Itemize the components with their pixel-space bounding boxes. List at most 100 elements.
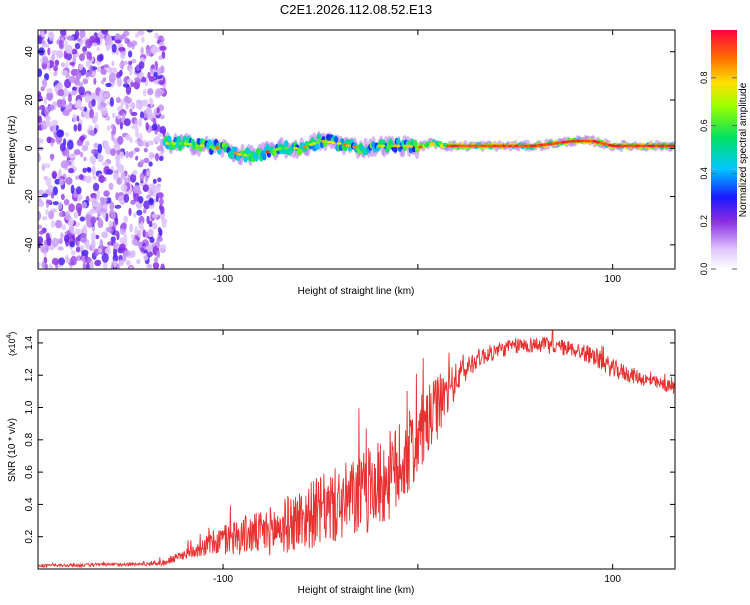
- ridge-blob: [196, 137, 202, 145]
- noise-blob: [146, 170, 151, 177]
- noise-blob: [140, 159, 145, 165]
- noise-blob: [101, 30, 109, 35]
- noise-blob: [109, 201, 115, 211]
- noise-blob: [146, 215, 150, 224]
- noise-blob: [133, 184, 141, 194]
- noise-blob: [154, 257, 158, 264]
- noise-blob: [105, 227, 113, 233]
- noise-blob: [92, 202, 98, 208]
- noise-blob: [114, 39, 122, 44]
- snr-ytick-label: 0.4: [24, 497, 35, 511]
- noise-blob: [89, 108, 94, 119]
- noise-blob: [120, 200, 125, 206]
- noise-blob: [124, 177, 128, 185]
- noise-blob: [61, 98, 66, 108]
- noise-blob: [110, 148, 116, 156]
- noise-blob: [129, 108, 133, 114]
- noise-blob: [123, 193, 130, 203]
- noise-blob: [55, 219, 63, 229]
- spectrogram-ytick-label: -40: [24, 237, 35, 252]
- noise-blob: [138, 117, 142, 128]
- noise-blob: [53, 65, 58, 72]
- noise-blob: [38, 210, 42, 221]
- noise-blob: [90, 92, 97, 102]
- noise-blob: [151, 213, 159, 219]
- noise-blob: [52, 201, 59, 206]
- noise-blob: [50, 138, 56, 144]
- noise-blob: [119, 61, 125, 69]
- noise-blob: [136, 209, 143, 216]
- noise-blob: [113, 260, 117, 268]
- ridge-peak: [283, 146, 289, 150]
- snr-multiplier-close: ): [7, 332, 17, 335]
- snr-ytick-label: 0.8: [24, 432, 35, 446]
- noise-blob: [75, 202, 83, 213]
- noise-blob: [153, 71, 158, 78]
- noise-blob: [74, 30, 80, 40]
- noise-blob: [111, 112, 116, 118]
- noise-blob: [91, 148, 99, 155]
- noise-blob: [76, 37, 82, 42]
- ridge-peak: [208, 145, 214, 149]
- noise-blob: [108, 220, 114, 228]
- noise-blob: [78, 174, 84, 181]
- noise-blob: [128, 151, 134, 159]
- noise-blob: [67, 93, 72, 103]
- noise-blob: [128, 207, 132, 217]
- colorbar-tick-label: 0.2: [699, 215, 709, 228]
- noise-blob: [38, 189, 45, 196]
- noise-blob: [45, 177, 52, 187]
- noise-blob: [154, 32, 160, 39]
- ridge-peak: [408, 145, 414, 148]
- colorbar-tick-label: 0.6: [699, 119, 709, 132]
- snr-xlabel: Height of straight line (km): [298, 585, 415, 596]
- ridge-peak: [293, 146, 298, 150]
- noise-blob: [115, 192, 119, 201]
- noise-blob: [156, 67, 162, 76]
- noise-blob: [143, 200, 151, 210]
- noise-blob: [136, 259, 141, 265]
- noise-blob: [96, 189, 101, 200]
- noise-blob: [59, 142, 66, 152]
- ridge-blob: [243, 155, 248, 163]
- noise-blob: [138, 61, 145, 69]
- noise-blob: [151, 123, 158, 131]
- noise-blob: [108, 72, 116, 83]
- noise-blob: [42, 43, 50, 48]
- noise-blob: [46, 88, 53, 94]
- noise-blob: [68, 225, 75, 234]
- noise-blob: [85, 39, 92, 49]
- snr-ytick-label: 1.4: [24, 336, 35, 350]
- noise-blob: [89, 155, 97, 164]
- noise-blob: [138, 196, 144, 204]
- noise-blob: [45, 209, 49, 215]
- noise-blob: [148, 161, 153, 167]
- snr-ylabel: SNR (10 * v/v): [7, 418, 18, 482]
- noise-blob: [75, 175, 81, 180]
- noise-blob: [145, 194, 152, 199]
- noise-blob: [75, 246, 81, 253]
- noise-blob: [48, 31, 55, 42]
- noise-blob: [125, 104, 129, 110]
- noise-blob: [38, 110, 41, 117]
- noise-blob: [91, 98, 96, 107]
- noise-blob: [60, 232, 64, 239]
- noise-blob: [90, 216, 97, 224]
- noise-blob: [145, 49, 152, 56]
- noise-blob: [146, 263, 153, 269]
- noise-blob: [61, 224, 67, 231]
- noise-blob: [103, 190, 110, 197]
- noise-blob: [95, 234, 100, 240]
- noise-blob: [41, 40, 46, 45]
- noise-blob: [159, 204, 163, 211]
- noise-blob: [147, 244, 151, 253]
- noise-blob: [84, 140, 90, 147]
- noise-blob: [148, 204, 155, 210]
- noise-blob: [85, 241, 90, 250]
- noise-blob: [100, 208, 108, 213]
- noise-blob: [137, 229, 142, 238]
- noise-blob: [76, 115, 80, 122]
- noise-blob: [65, 254, 69, 264]
- noise-blob: [115, 217, 119, 226]
- noise-blob: [66, 139, 74, 150]
